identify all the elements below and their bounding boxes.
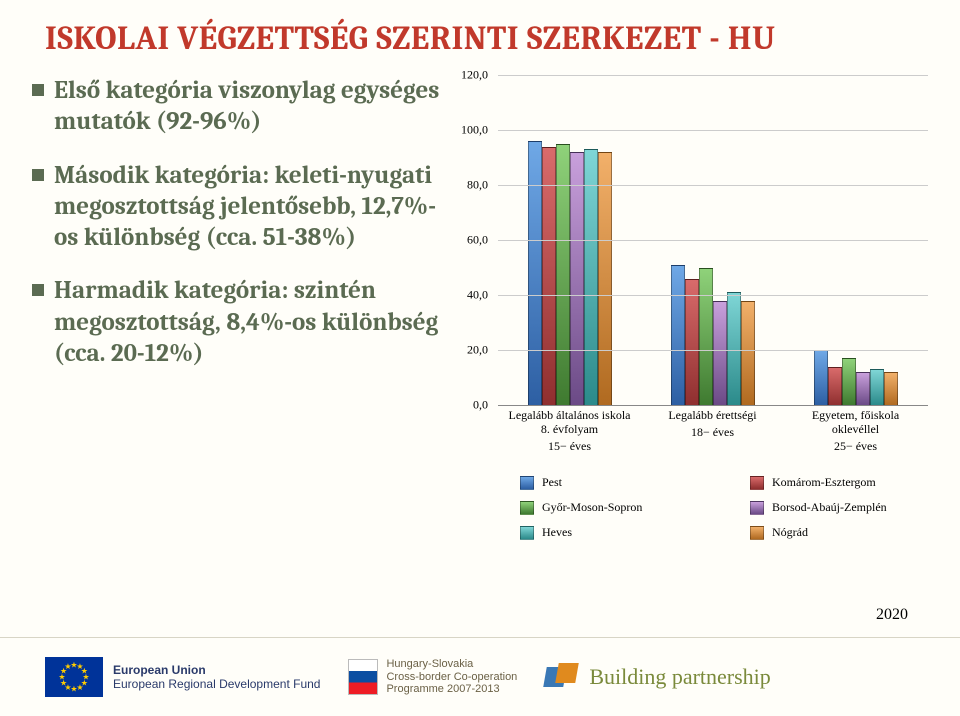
legend-item: Nógrád <box>750 525 910 540</box>
legend-label: Komárom-Esztergom <box>772 475 876 490</box>
legend-label: Pest <box>542 475 562 490</box>
bar <box>727 292 741 405</box>
programme-block: Hungary-Slovakia Cross-border Co-operati… <box>348 658 517 696</box>
prog-line1: Hungary-Slovakia <box>386 658 517 671</box>
page-title: ISKOLAI VÉGZETTSÉG SZERINTI SZERKEZET - … <box>45 20 915 58</box>
legend-swatch <box>750 501 764 515</box>
y-tick-label: 80,0 <box>467 178 488 193</box>
x-category-label: Egyetem, főiskolaoklevéllel25− éves <box>784 409 927 453</box>
y-tick-label: 0,0 <box>473 398 488 413</box>
legend-item: Győr-Moson-Sopron <box>520 500 680 515</box>
legend-item: Heves <box>520 525 680 540</box>
bar <box>828 367 842 406</box>
legend-swatch <box>750 526 764 540</box>
bar <box>870 369 884 405</box>
y-tick-label: 60,0 <box>467 233 488 248</box>
footer-bar: ★★★★★★★★★★★★ European Union European Reg… <box>0 637 960 716</box>
partnership-icon <box>545 663 579 691</box>
bar <box>884 372 898 405</box>
y-tick-label: 120,0 <box>461 68 488 83</box>
legend-item: Borsod-Abaúj-Zemplén <box>750 500 910 515</box>
y-tick-label: 40,0 <box>467 288 488 303</box>
bar-chart: 0,020,040,060,080,0100,0120,0 Legalább á… <box>458 75 938 535</box>
bullet-item: Második kategória: keleti-nyugati megosz… <box>30 160 450 254</box>
partnership-text: Building partnership <box>589 664 770 690</box>
bar <box>713 301 727 406</box>
legend-label: Borsod-Abaúj-Zemplén <box>772 500 887 515</box>
legend-swatch <box>750 476 764 490</box>
legend-swatch <box>520 476 534 490</box>
prog-line2: Cross-border Co-operation <box>386 671 517 684</box>
bar <box>741 301 755 406</box>
eu-line1: European Union <box>113 663 320 677</box>
bar <box>570 152 584 405</box>
bar <box>671 265 685 405</box>
eu-line2: European Regional Development Fund <box>113 677 320 691</box>
year-label: 2020 <box>876 606 908 624</box>
legend-label: Győr-Moson-Sopron <box>542 500 642 515</box>
legend-item: Pest <box>520 475 680 490</box>
bar <box>598 152 612 405</box>
eu-flag-icon: ★★★★★★★★★★★★ <box>45 657 103 697</box>
bar <box>556 144 570 405</box>
partnership-block: Building partnership <box>545 663 770 691</box>
bar <box>842 358 856 405</box>
x-category-label: Legalább érettségi18− éves <box>641 409 784 440</box>
bullet-item: Harmadik kategória: szintén megosztottsá… <box>30 275 450 369</box>
bar <box>584 149 598 405</box>
bar <box>528 141 542 405</box>
legend-swatch <box>520 501 534 515</box>
eu-text: European Union European Regional Develop… <box>113 663 320 692</box>
legend-swatch <box>520 526 534 540</box>
x-category-label: Legalább általános iskola8. évfolyam15− … <box>498 409 641 453</box>
bar <box>814 350 828 405</box>
bullet-list: Első kategória viszonylag egységes mutat… <box>30 75 450 391</box>
legend-label: Nógrád <box>772 525 808 540</box>
y-tick-label: 20,0 <box>467 343 488 358</box>
y-tick-label: 100,0 <box>461 123 488 138</box>
bar <box>856 372 870 405</box>
legend-item: Komárom-Esztergom <box>750 475 910 490</box>
bullet-item: Első kategória viszonylag egységes mutat… <box>30 75 450 138</box>
legend-label: Heves <box>542 525 572 540</box>
bar <box>699 268 713 406</box>
bar <box>685 279 699 406</box>
prog-flag-icon <box>348 659 378 695</box>
prog-line3: Programme 2007-2013 <box>386 683 517 696</box>
